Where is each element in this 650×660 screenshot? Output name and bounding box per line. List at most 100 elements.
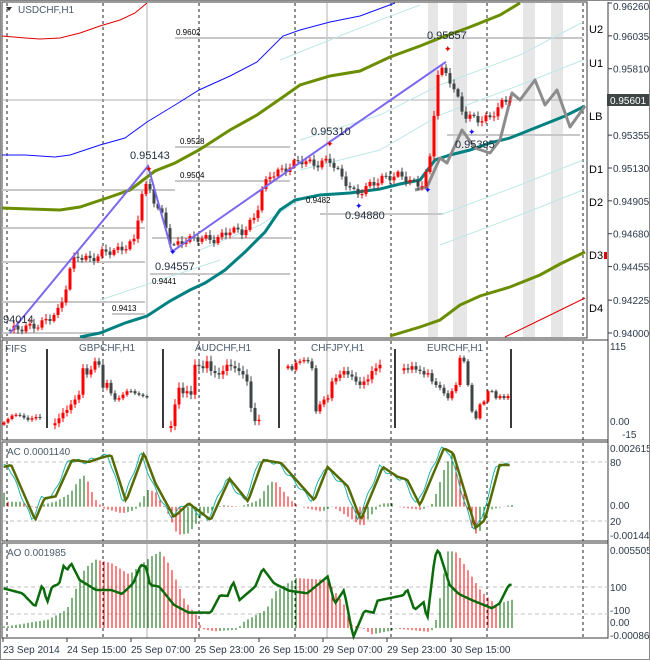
- price-candle: [360, 189, 364, 199]
- price-candle: [488, 112, 492, 120]
- mini-candle: [53, 418, 57, 430]
- current-price-box: [607, 94, 649, 106]
- mini-candle: [302, 357, 306, 364]
- day-separators: [6, 443, 584, 541]
- price-candle: [88, 250, 92, 262]
- scale-label: 20: [610, 517, 622, 528]
- price-candle: [328, 153, 332, 167]
- time-axis: 23 Sep 2014 24 Sep 15:00 25 Sep 07:00 25 Se…: [2, 637, 608, 656]
- day-separators: [6, 544, 584, 638]
- fractal-down-icon: ✦: [424, 186, 432, 196]
- ao-main-line: [3, 548, 512, 641]
- price-candle: [420, 181, 424, 191]
- price-candle: [176, 237, 180, 248]
- time-tick-label: 25 Sep 07:00: [131, 645, 191, 656]
- price-candle: [308, 157, 312, 164]
- price-candle: [96, 253, 100, 264]
- ao-indicator-panel[interactable]: AO 0.001985 0.005505 100 -100 0.00 -0.00…: [1, 542, 650, 642]
- day-separators: [6, 3, 584, 338]
- price-candle: [464, 106, 468, 123]
- price-candle: [236, 223, 240, 233]
- price-candle: [340, 164, 344, 180]
- mini-candle: [121, 392, 125, 401]
- mini-candle: [173, 399, 177, 431]
- price-candle: [468, 111, 472, 122]
- mini-candle: [81, 364, 85, 398]
- mini-candle: [197, 359, 201, 371]
- time-tick-label: 29 Sep 23:00: [387, 645, 447, 656]
- price-tick-label: 0.95130: [613, 164, 650, 175]
- mini-candle: [181, 382, 185, 398]
- mini-candle: [326, 394, 330, 403]
- ao-frame: [1, 542, 609, 639]
- mini-candle: [201, 360, 205, 373]
- mini-candle: [458, 355, 462, 387]
- price-candle: [104, 244, 108, 256]
- price-candle: [60, 297, 64, 312]
- blue-band: [2, 2, 396, 158]
- price-candle: [84, 253, 88, 262]
- price-candle: [480, 116, 484, 127]
- mini-candle: [145, 394, 149, 399]
- dropdown-triangle-icon[interactable]: [6, 7, 12, 11]
- mini-candle: [366, 374, 370, 386]
- level-name-lb: LB: [589, 111, 602, 123]
- day-separators: [6, 341, 584, 440]
- mini-candle: [129, 388, 133, 394]
- price-candle: [412, 177, 416, 183]
- level-name-d4: D4: [589, 303, 603, 315]
- level-name-u1: U1: [589, 58, 603, 70]
- mini-candle: [370, 366, 374, 384]
- main-chart-panel[interactable]: ✦ ✦ ✦ ✦ ✦ ✦ ✦ USDCHF,H1 0.9602 0.9528 0.…: [1, 1, 607, 339]
- price-candle: [388, 171, 392, 185]
- time-tick-label: 26 Sep 15:00: [259, 645, 319, 656]
- price-candle: [460, 92, 464, 115]
- price-candle: [456, 87, 460, 98]
- mini-candle: [502, 393, 506, 400]
- fractal-up-icon: ✦: [326, 140, 334, 150]
- price-candle: [172, 242, 176, 246]
- mini-candle: [209, 355, 213, 376]
- mini-candle: [358, 376, 362, 389]
- price-candle: [116, 242, 120, 254]
- forecast-path: [414, 78, 587, 192]
- mini-candle: [14, 412, 18, 418]
- mini-candle: [93, 357, 97, 373]
- symbol-separators: [46, 349, 512, 428]
- mini-candle: [422, 367, 426, 378]
- mini-candle: [338, 370, 342, 382]
- current-price-label: 0.95601: [610, 96, 647, 107]
- mini-candle: [470, 382, 474, 414]
- symbols-subwindow[interactable]: FIFS GBPCHF,H1 AUDCHF,H1 CHFJPY,H1 EURCH…: [1, 339, 637, 441]
- time-tick-label: 24 Sep 15:00: [67, 645, 127, 656]
- ac-title: AC 0.0001140: [7, 447, 71, 458]
- mini-candle: [310, 358, 314, 371]
- mini-candle: [474, 409, 478, 420]
- price-candle: [244, 226, 248, 238]
- crosshair-lines: [2, 3, 587, 338]
- fractal-down-icon: ✦: [468, 128, 476, 138]
- symbol-label-audchf: AUDCHF,H1: [195, 343, 252, 354]
- ac-indicator-panel[interactable]: AC 0.0001140 0.002615 80 0.00 20 -0.0014…: [1, 441, 650, 542]
- price-candle: [136, 215, 140, 243]
- mini-candle: [73, 395, 77, 408]
- price-candle: [140, 190, 144, 224]
- level-label: 0.9602: [176, 28, 201, 37]
- zigzag-label: 0.94880: [345, 210, 385, 222]
- symbol-label-eurchf: EURCHF,H1: [427, 343, 484, 354]
- mini-candle: [245, 369, 249, 386]
- mini-candle: [105, 379, 109, 391]
- mini-candle: [61, 408, 65, 423]
- price-candle: [472, 112, 476, 118]
- mini-candle: [466, 359, 470, 387]
- session-band: [453, 3, 467, 337]
- price-candle: [200, 235, 204, 245]
- price-candle: [384, 172, 388, 179]
- price-candle: [392, 172, 396, 184]
- price-candle: [144, 181, 148, 197]
- price-candle: [440, 65, 444, 77]
- mini-candle: [137, 391, 141, 397]
- price-candle: [364, 182, 368, 197]
- mini-candle: [334, 374, 338, 385]
